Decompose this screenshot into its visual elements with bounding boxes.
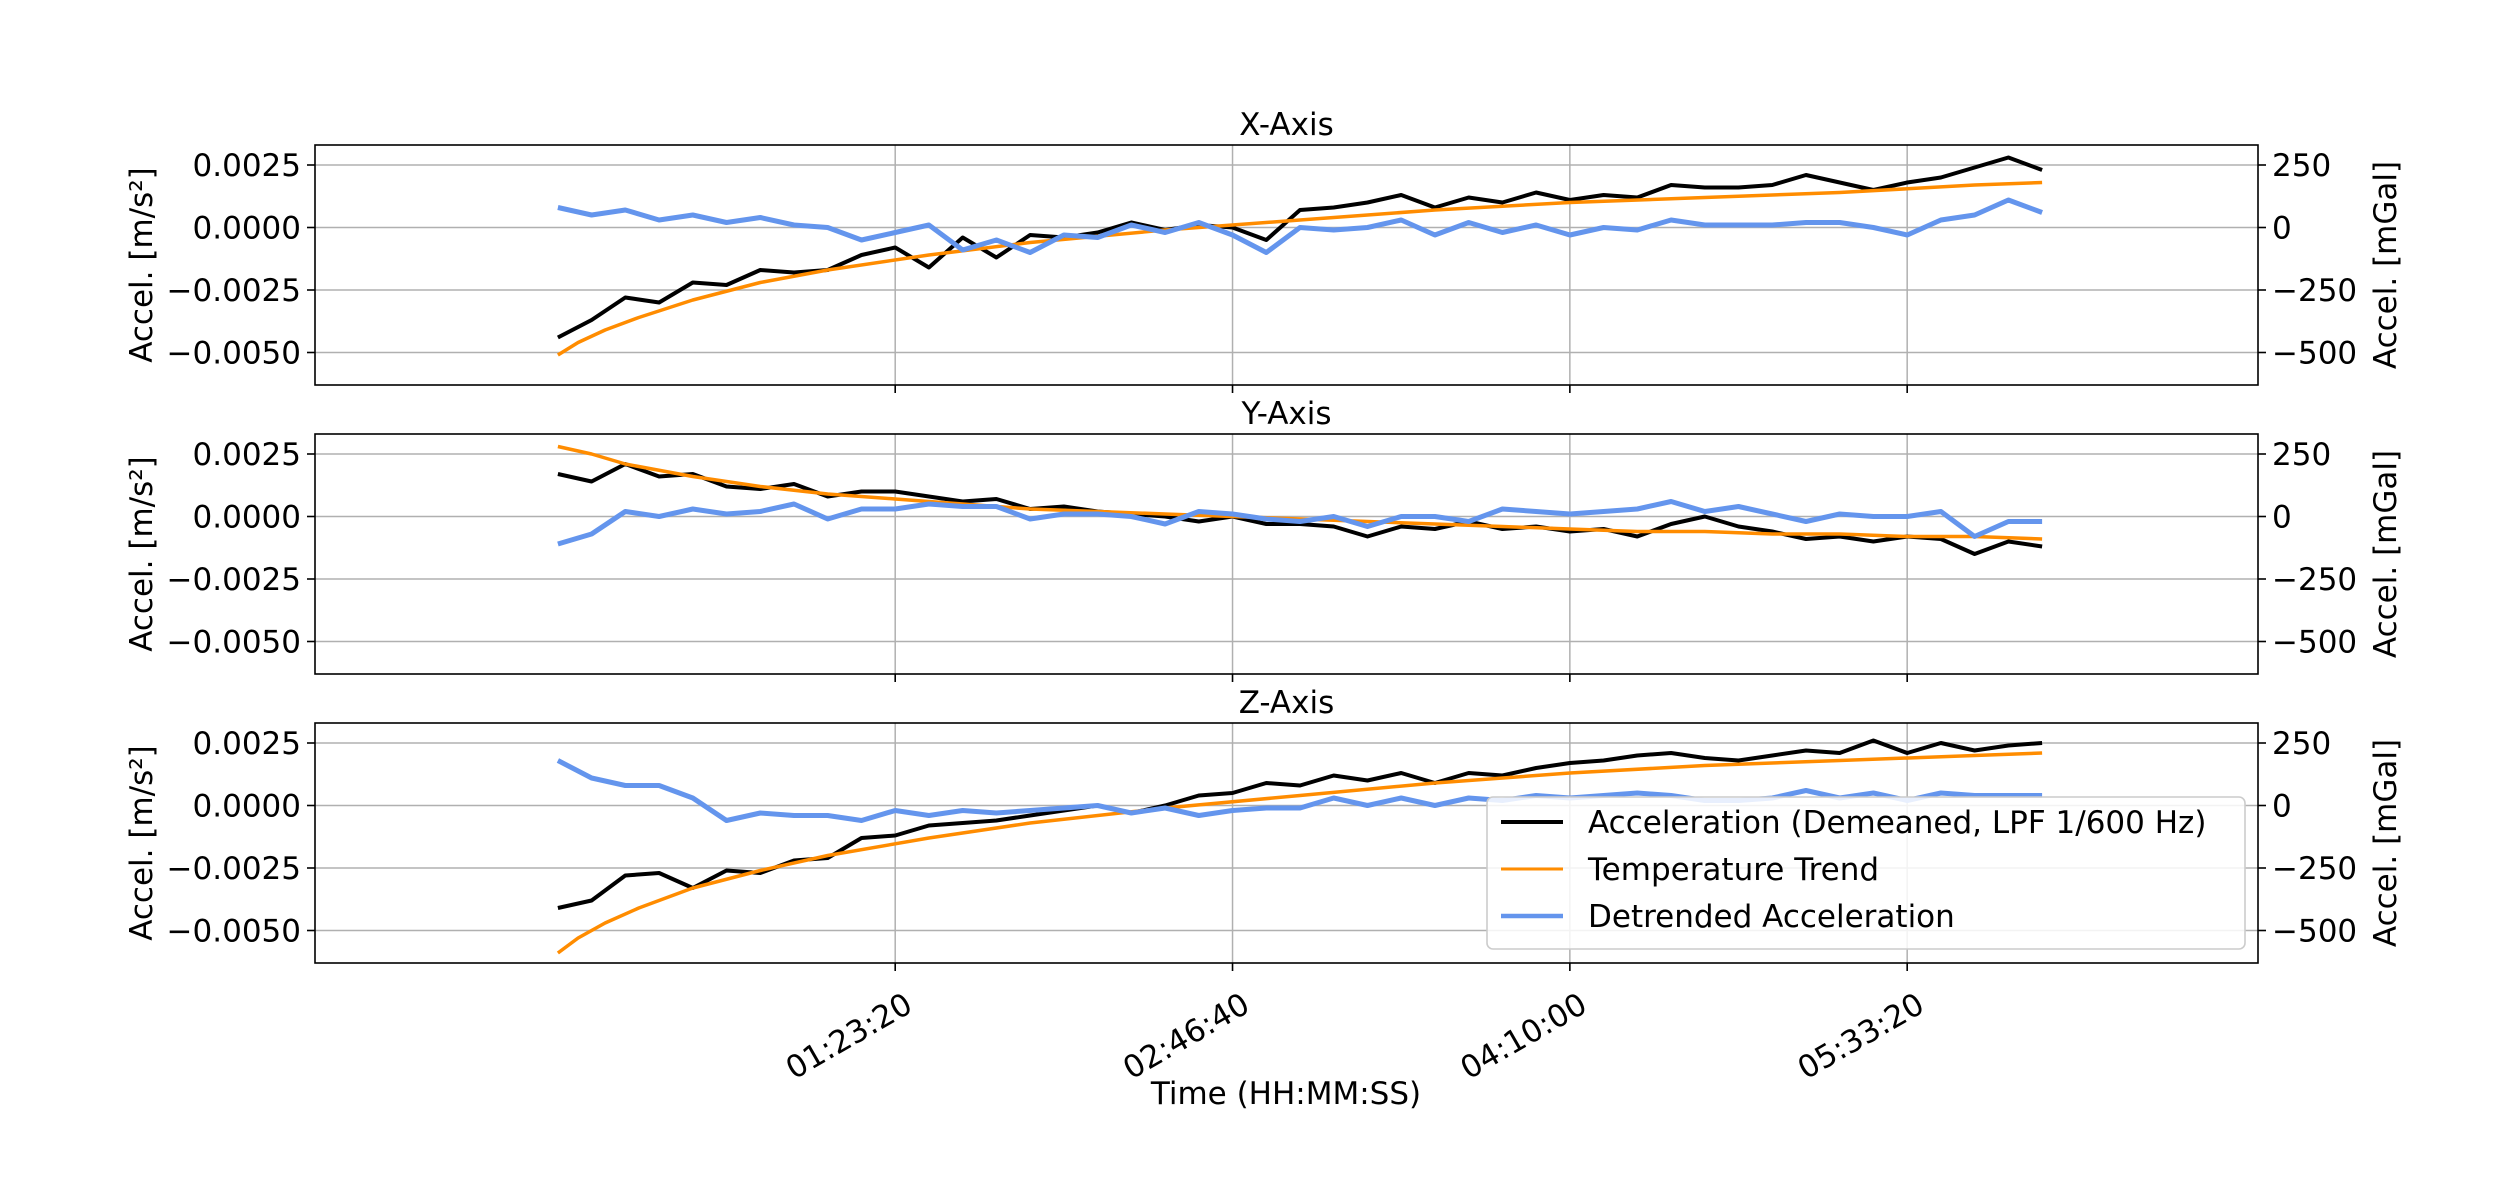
panel-title: Z-Axis <box>1239 685 1335 721</box>
shared-x-axis: 01:23:20 02:46:40 04:10:00 05:33:20 Time (HH… <box>780 986 1931 1112</box>
y-tick-label: −0.0025 <box>167 851 301 887</box>
y2-tick-label: 0 <box>2272 789 2292 825</box>
y2-tick-label: −500 <box>2272 625 2357 661</box>
y-axis-label: Accel. [m/s²] <box>124 745 160 941</box>
y2-tick-label: 250 <box>2272 726 2331 762</box>
legend: Acceleration (Demeaned, LPF 1/600 Hz) Tem… <box>1486 796 2246 950</box>
temperature-line <box>556 180 2043 357</box>
y2-tick-label: 0 <box>2272 211 2292 247</box>
y2-axis-label: Accel. [mGal] <box>2368 450 2404 658</box>
y-tick-label: 0.0000 <box>193 211 301 247</box>
panel-y-axis: Y-Axis 0.0025 0.0000 −0.0025 −0.0050 250 0 −250… <box>124 396 2404 682</box>
panel-title: X-Axis <box>1239 107 1334 143</box>
x-tick-label: 05:33:20 <box>1792 986 1931 1087</box>
y-tick-label: 0.0025 <box>193 437 301 473</box>
panel-x-axis: X-Axis 0.0025 0.0000 −0.0025 −0.0050 250 0 −250… <box>124 107 2404 393</box>
legend-box <box>1486 796 2246 950</box>
plot-frame <box>314 433 2259 675</box>
y-tick-label: 0.0025 <box>193 726 301 762</box>
y2-tick-label: 250 <box>2272 437 2331 473</box>
plot-frame <box>314 722 2259 964</box>
panels: X-Axis 0.0025 0.0000 −0.0025 −0.0050 250 0 −250… <box>124 107 2404 971</box>
panel-title: Y-Axis <box>1240 396 1331 432</box>
x-tick-label: 04:10:00 <box>1454 986 1593 1087</box>
y-tick-label: −0.0025 <box>167 562 301 598</box>
y2-tick-label: −250 <box>2272 851 2357 887</box>
y-axis-label: Accel. [m/s²] <box>124 456 160 652</box>
panel-z-axis: Z-Axis 0.0025 0.0000 −0.0025 −0.0050 250 0 −250… <box>124 685 2404 971</box>
y-axis-label: Accel. [m/s²] <box>124 167 160 363</box>
y-tick-label: 0.0000 <box>193 789 301 825</box>
legend-label: Detrended Acceleration <box>1588 899 1955 935</box>
y-tick-label: 0.0025 <box>193 148 301 184</box>
y2-tick-label: −250 <box>2272 562 2357 598</box>
temperature-line <box>556 751 2043 955</box>
y2-tick-label: −250 <box>2272 273 2357 309</box>
y2-axis-label: Accel. [mGal] <box>2368 161 2404 369</box>
y2-axis-label: Accel. [mGal] <box>2368 739 2404 947</box>
x-axis-label: Time (HH:MM:SS) <box>1150 1076 1421 1112</box>
y2-tick-label: −500 <box>2272 914 2357 950</box>
detrended-line <box>556 758 2043 823</box>
y-tick-label: −0.0050 <box>167 625 301 661</box>
y-tick-label: 0.0000 <box>193 500 301 536</box>
y-tick-label: −0.0050 <box>167 914 301 950</box>
y2-tick-label: 0 <box>2272 500 2292 536</box>
legend-label: Temperature Trend <box>1587 852 1879 888</box>
y2-tick-label: 250 <box>2272 148 2331 184</box>
y-tick-label: −0.0025 <box>167 273 301 309</box>
y-tick-label: −0.0050 <box>167 336 301 372</box>
plot-frame <box>314 144 2259 386</box>
acceleration-line <box>557 462 2043 556</box>
detrended-line <box>557 499 2043 547</box>
x-tick-label: 02:46:40 <box>1117 986 1256 1087</box>
y2-tick-label: −500 <box>2272 336 2357 372</box>
acceleration-line <box>556 155 2043 340</box>
detrended-line <box>557 197 2043 255</box>
x-tick-label: 01:23:20 <box>780 986 919 1087</box>
legend-label: Acceleration (Demeaned, LPF 1/600 Hz) <box>1588 805 2206 841</box>
